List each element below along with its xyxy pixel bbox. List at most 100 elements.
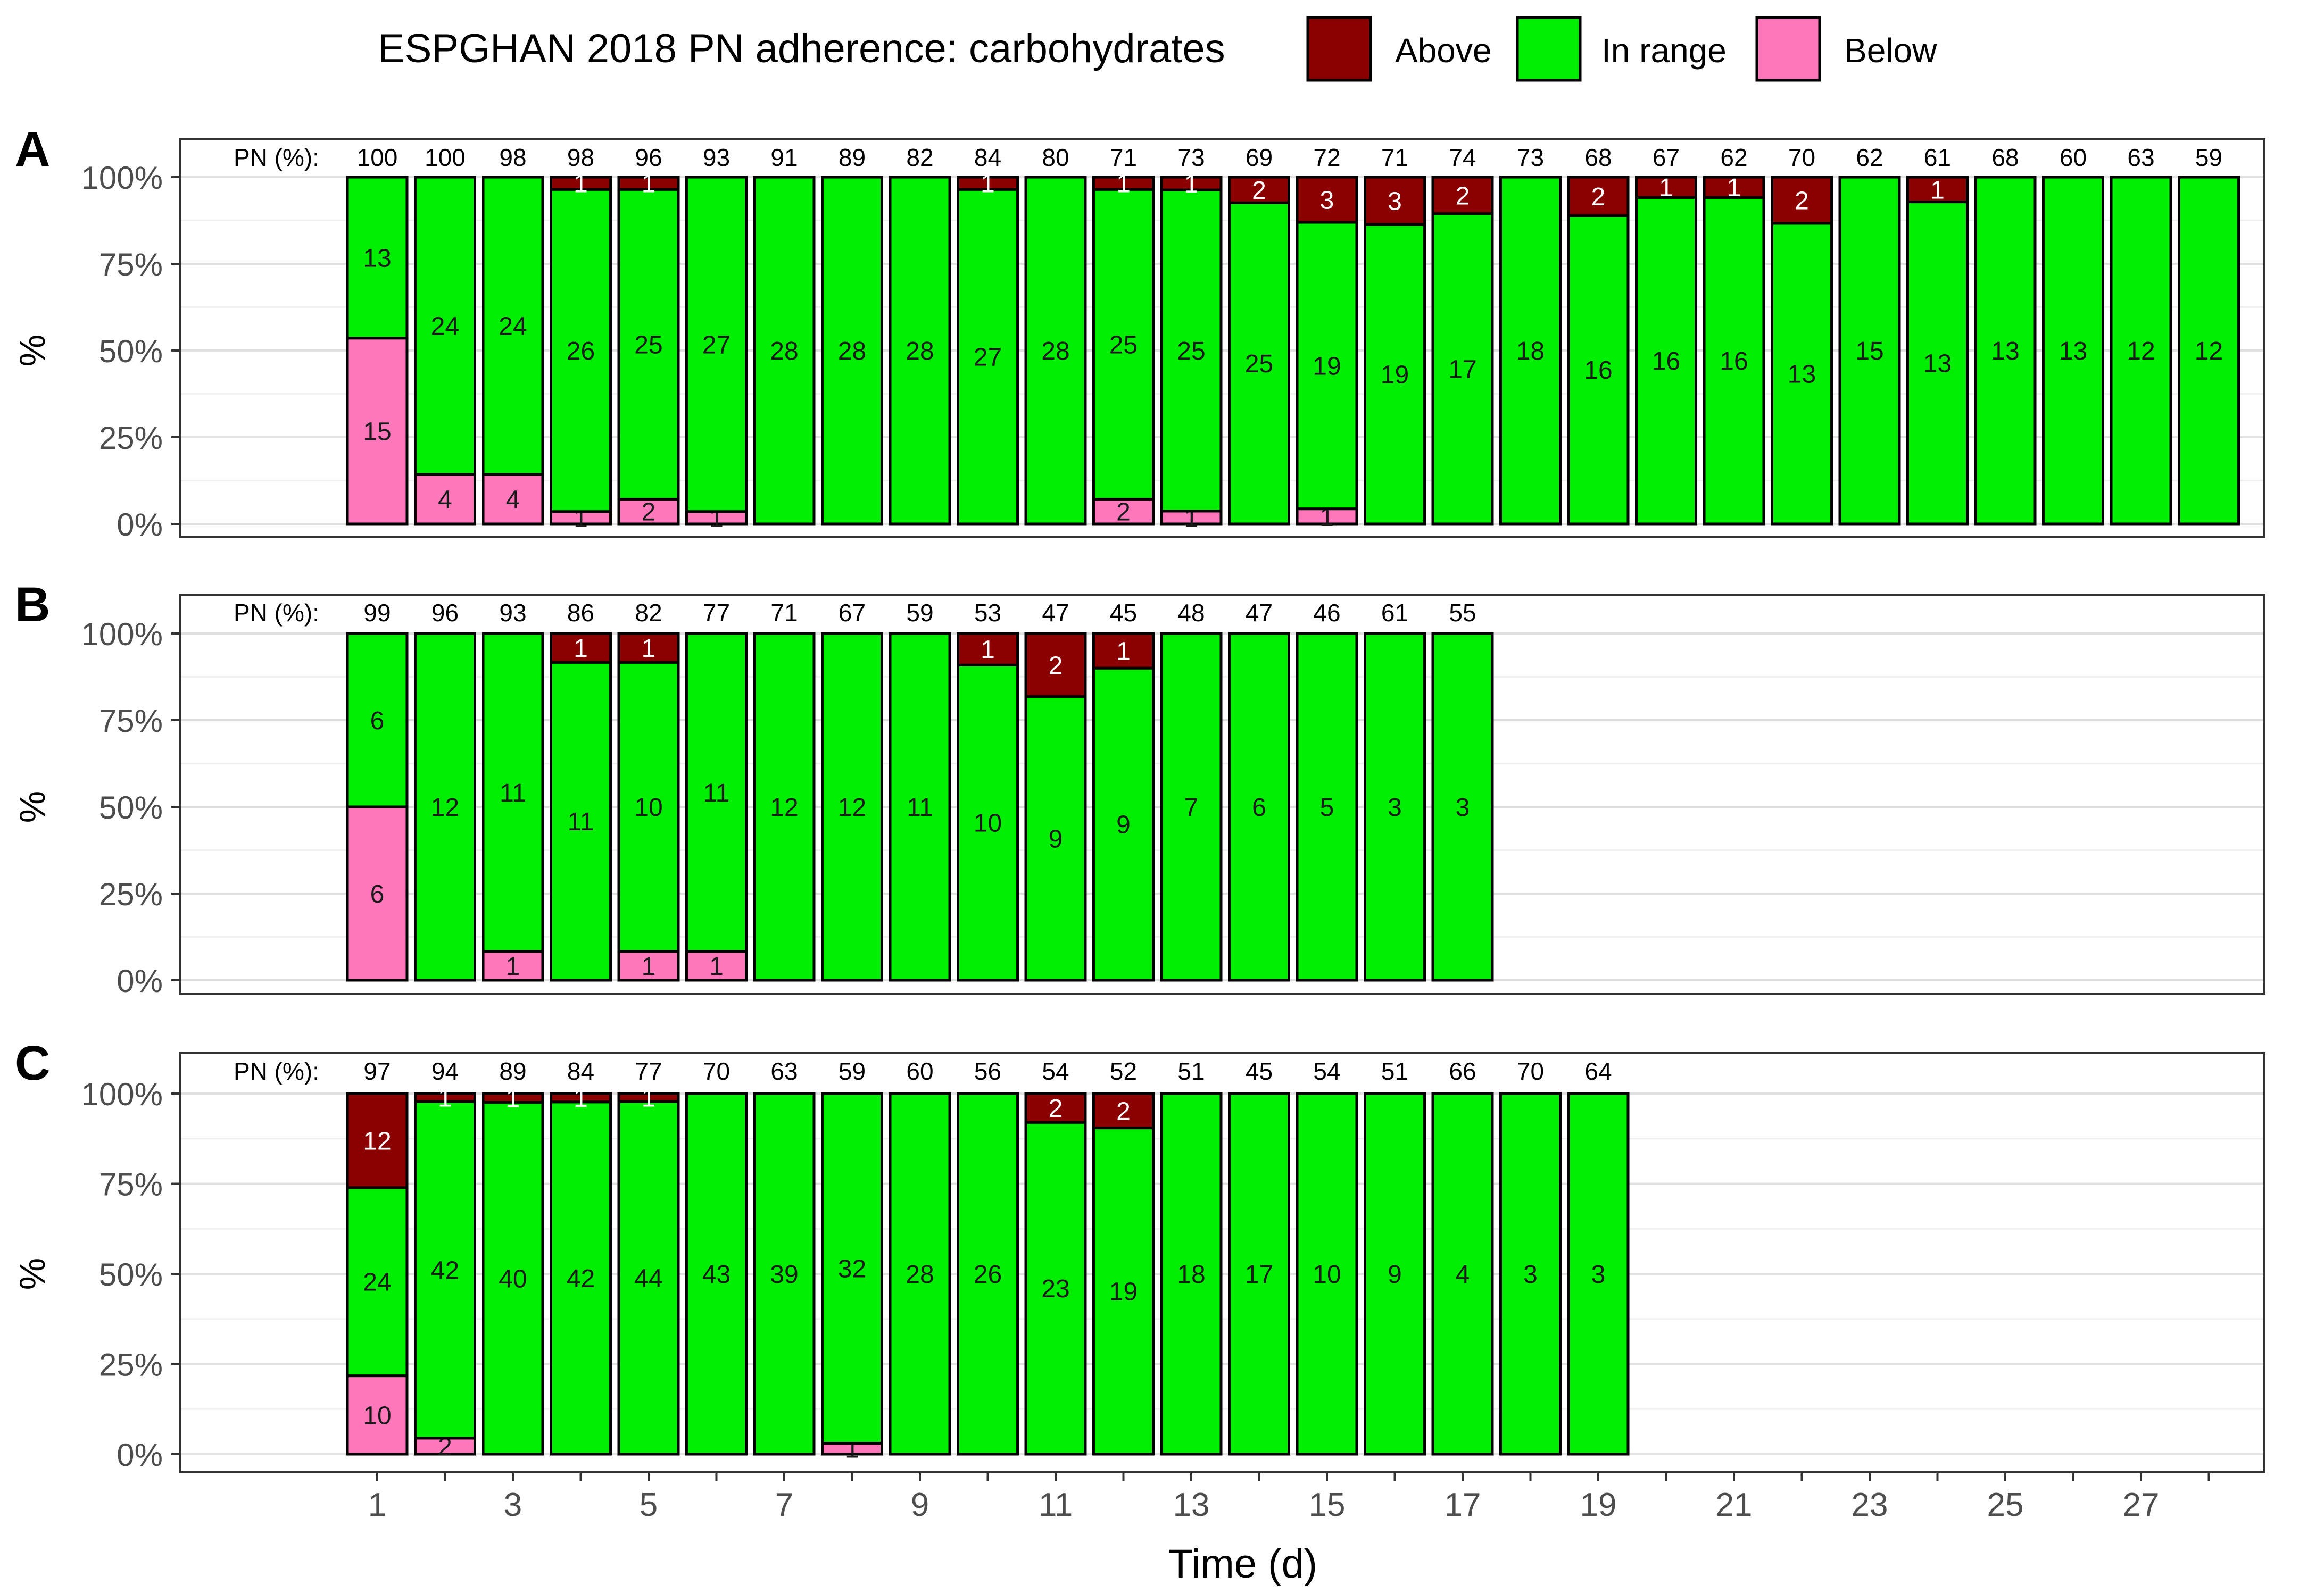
panel-c-label: C — [15, 1036, 50, 1090]
panel-b-pn-label: PN (%): — [234, 599, 319, 627]
panel-c-bar-in-range — [1228, 1092, 1290, 1456]
panel-a-data-label-in-range: 13 — [1923, 349, 1952, 378]
panel-a-data-label-above: 1 — [1116, 170, 1131, 198]
panel-a-pn-value: 89 — [839, 144, 866, 171]
panel-a-pn-value: 60 — [2060, 144, 2087, 171]
panel-a-bar-above — [957, 176, 1019, 191]
panel-a-data-label-in-range: 19 — [1313, 352, 1341, 380]
panel-b-data-label-in-range: 11 — [907, 794, 933, 822]
panel-b-pn-value: 45 — [1110, 599, 1137, 627]
x-axis-title: Time (d) — [1168, 1541, 1317, 1587]
panel-c-bar-above — [550, 1092, 612, 1104]
panel-b-pn-value: 47 — [1042, 599, 1069, 627]
panel-b-bar-above — [957, 632, 1019, 666]
panel-c-data-label-in-range: 39 — [770, 1261, 798, 1289]
panel-c-bar-in-range — [550, 1100, 612, 1456]
panel-b-bar-above — [1092, 632, 1155, 670]
panel-b-data-label-in-range: 10 — [974, 810, 1002, 838]
panel-c-pn-value: 94 — [431, 1057, 459, 1085]
panel-a-bar-above — [1160, 176, 1223, 191]
panel-c-data-label-in-range: 23 — [1041, 1275, 1069, 1303]
panel-b-bar-in-range — [1364, 632, 1426, 982]
panel-b-bar-above — [617, 632, 680, 664]
panel-b-bar-below — [482, 950, 544, 982]
panel-a-ytick-label: 0% — [117, 507, 163, 543]
panel-c-bar-above — [1024, 1092, 1087, 1124]
panel-c-data-label-below: 10 — [363, 1402, 391, 1430]
panel-a-data-label-in-range: 12 — [2127, 337, 2155, 365]
panel-a-label: A — [15, 122, 50, 177]
panel-a-data-label-in-range: 28 — [838, 337, 866, 365]
panel-c-pn-value: 77 — [635, 1057, 662, 1085]
panel-a-bar-in-range — [1906, 201, 1969, 526]
panel-a-data-label-above: 2 — [1456, 182, 1470, 210]
panel-a-bar-below — [617, 497, 680, 526]
panel-b-pn-value: 86 — [567, 599, 594, 627]
panel-a-ytick-label: 75% — [99, 247, 163, 282]
panel-b-bar-above — [1024, 632, 1087, 698]
panel-a-data-label-in-range: 27 — [974, 344, 1002, 372]
panel-c-bar-below — [346, 1374, 409, 1456]
panel-a-bar-in-range — [1364, 223, 1426, 526]
panel-b-pn-value: 93 — [499, 599, 526, 627]
panel-c-bar-in-range — [346, 1186, 409, 1378]
panel-b-data-label-above: 1 — [1116, 638, 1131, 666]
panel-a-bar-below — [482, 473, 544, 526]
panel-a-data-label-in-range: 13 — [1788, 360, 1816, 388]
panel-b-bar-in-range — [346, 632, 409, 808]
panel-a-bar-in-range — [414, 176, 476, 476]
panel-c-data-label-above: 1 — [506, 1085, 520, 1113]
panel-b-ytick-label: 50% — [99, 790, 163, 825]
panel-a-bar-in-range — [2178, 176, 2240, 526]
panel-c-ytick-label: 50% — [99, 1257, 163, 1292]
panel-a-ytick-label: 100% — [81, 160, 163, 196]
panel-a-data-label-in-range: 25 — [1245, 350, 1273, 378]
panel-a-pn-value: 70 — [1788, 144, 1815, 171]
x-tick-label: 25 — [1987, 1487, 2024, 1523]
panel-a-data-label-in-range: 17 — [1448, 355, 1476, 383]
x-tick-label: 13 — [1173, 1487, 1210, 1523]
panel-a-bar-in-range — [1228, 201, 1290, 526]
panel-b-bar-in-range — [821, 632, 883, 982]
panel-b-data-label-in-range: 12 — [770, 794, 798, 822]
panel-c-data-label-in-range: 19 — [1109, 1278, 1138, 1306]
chart-title: ESPGHAN 2018 PN adherence: carbohydrates — [378, 26, 1225, 71]
panel-a-data-label-above: 1 — [1930, 176, 1945, 204]
panel-b-pn-value: 47 — [1246, 599, 1273, 627]
panel-b-data-label-in-range: 11 — [500, 779, 526, 807]
panel-a-bar-above — [1703, 176, 1765, 199]
panel-c-data-label-in-range: 43 — [702, 1261, 731, 1289]
legend-label-in-range: In range — [1601, 31, 1727, 70]
panel-c-pn-value: 59 — [839, 1057, 866, 1085]
panel-c-bar-in-range — [1160, 1092, 1223, 1456]
panel-b-pn-value: 48 — [1177, 599, 1205, 627]
panel-c-bar-above — [414, 1092, 476, 1103]
panel-a-pn-value: 61 — [1924, 144, 1951, 171]
panel-c-pn-value: 45 — [1246, 1057, 1273, 1085]
panel-a-pn-value: 98 — [499, 144, 526, 171]
panel-c-bar-above — [617, 1092, 680, 1103]
panel-b-data-label-in-range: 5 — [1320, 794, 1334, 822]
panel-c-pn-value: 51 — [1177, 1057, 1205, 1085]
panel-a-pn-value: 100 — [357, 144, 398, 171]
panel-a-bar-in-range — [1092, 188, 1155, 501]
panel-c-bar-in-range — [482, 1101, 544, 1456]
panel-a-data-label-above: 1 — [1659, 174, 1673, 202]
panel-a-pn-value: 72 — [1313, 144, 1340, 171]
panel-a-bar-in-range — [482, 176, 544, 476]
panel-a-bar-above — [550, 176, 612, 191]
legend-label-below: Below — [1844, 31, 1937, 70]
panel-b-bar-in-range — [1296, 632, 1358, 982]
panel-a-pn-value: 62 — [1856, 144, 1883, 171]
panel-a-bar-in-range — [1771, 222, 1833, 526]
panel-c-data-label-above: 1 — [438, 1085, 452, 1113]
panel-c-pn-value: 97 — [363, 1057, 391, 1085]
panel-a-bar-below — [1296, 507, 1358, 526]
panel-b-bar-in-range — [889, 632, 951, 982]
panel-c-ytick-label: 25% — [99, 1347, 163, 1383]
panel-b-data-label-above: 1 — [574, 635, 588, 663]
panel-b-data-label-in-range: 6 — [370, 707, 385, 735]
panel-c-bar-in-range — [1499, 1092, 1562, 1456]
legend-swatch-in-range — [1516, 16, 1582, 82]
